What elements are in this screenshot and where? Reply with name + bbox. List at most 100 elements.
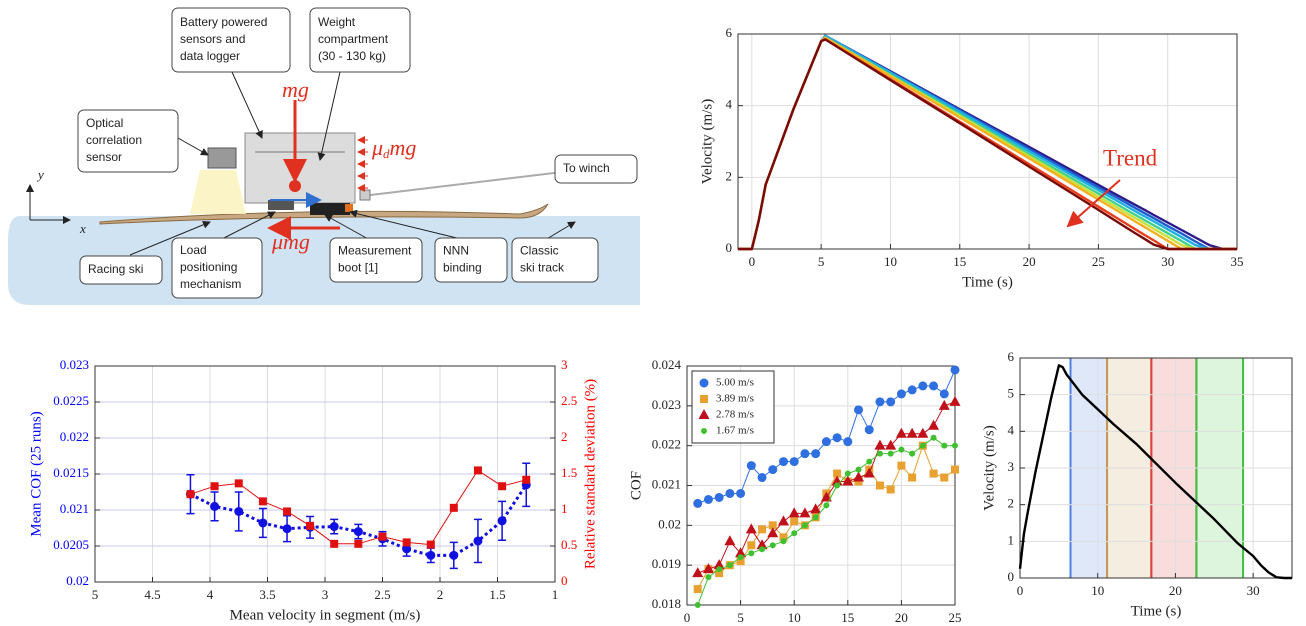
marker: [777, 515, 789, 526]
marker: [522, 475, 531, 484]
label-text: correlation: [86, 133, 142, 147]
marker: [757, 473, 767, 483]
marker: [449, 550, 459, 560]
y-tick-label: 0.022: [652, 437, 681, 452]
label-text: sensors and: [180, 32, 245, 46]
marker: [855, 466, 862, 473]
x-tick-label: 3.5: [259, 587, 275, 602]
label-text: binding: [443, 261, 482, 275]
x-tick-label: 5: [92, 587, 99, 602]
y-axis-title: Velocity (m/s): [981, 425, 997, 510]
plot-frame: [94, 365, 556, 583]
x-tick-label: 30: [1247, 583, 1260, 598]
drag-subscript: d: [383, 146, 390, 161]
marker: [378, 532, 387, 541]
y-tick-label: 0.023: [60, 357, 89, 372]
label-text: Battery powered: [180, 15, 267, 29]
marker: [875, 481, 884, 490]
y-tick-label: 0.021: [60, 501, 89, 516]
marker: [820, 491, 832, 502]
marker: [780, 538, 787, 545]
marker: [694, 602, 701, 608]
marker: [952, 442, 958, 449]
marker: [823, 502, 830, 509]
y-axis-title: COF: [628, 471, 644, 500]
marker: [919, 442, 926, 449]
label-text: Load: [180, 243, 207, 257]
marker: [699, 378, 709, 388]
marker: [864, 425, 874, 435]
marker: [715, 569, 724, 578]
marker: [810, 503, 822, 514]
y-axis-title: Mean COF (25 runs): [28, 411, 44, 536]
marker: [234, 506, 244, 516]
y2-tick-label: 2: [561, 429, 568, 444]
y-tick-label: 2: [1008, 496, 1015, 511]
y-tick-label: 0.023: [652, 397, 681, 412]
boot: [310, 203, 350, 215]
y-tick-label: 0: [1008, 569, 1015, 584]
marker: [768, 465, 778, 475]
marker: [853, 471, 865, 482]
marker: [234, 479, 243, 488]
y-tick-label: 5: [1008, 386, 1015, 401]
x-tick-label: 25: [1092, 254, 1105, 269]
marker: [210, 482, 219, 491]
marker: [843, 437, 853, 447]
marker: [767, 527, 779, 538]
marker: [812, 514, 819, 521]
marker: [938, 399, 950, 410]
marker: [747, 541, 756, 550]
x-axis-title: Mean velocity in segment (m/s): [230, 607, 421, 623]
marker: [473, 536, 483, 546]
optical-sensor: [207, 147, 237, 169]
marker: [788, 507, 800, 518]
x-tick-label: 0: [684, 610, 691, 625]
y-tick-label: 0.0215: [53, 465, 89, 480]
marker: [821, 437, 831, 447]
friction-label: μmg: [271, 229, 310, 254]
center-of-mass: [289, 180, 301, 192]
marker: [908, 473, 917, 482]
marker: [811, 449, 821, 459]
y-tick-label: 0.0205: [53, 537, 89, 552]
drag-arrows: [357, 136, 368, 192]
marker: [449, 503, 458, 512]
marker: [693, 498, 703, 508]
label-text: ski track: [520, 261, 565, 275]
x-tick-label: 15: [841, 610, 854, 625]
marker: [737, 554, 744, 561]
marker: [210, 501, 220, 511]
y-tick-label: 6: [726, 25, 733, 40]
marker: [895, 427, 907, 438]
y-tick-label: 0.02: [658, 516, 681, 531]
label-box: [79, 255, 163, 285]
marker: [759, 546, 766, 553]
marker: [941, 442, 948, 449]
y-tick-label: 4: [726, 97, 733, 112]
x-axis-title: Time (s): [1131, 603, 1182, 619]
y2-tick-label: 1.5: [561, 465, 577, 480]
label-text: Optical: [86, 116, 123, 130]
marker: [716, 566, 723, 573]
marker: [929, 381, 939, 391]
drag-symbol: μ: [371, 135, 383, 160]
label-box: [309, 7, 411, 73]
y-axis-label: y: [36, 167, 44, 182]
marker: [886, 485, 895, 494]
plot-frame: [686, 365, 956, 606]
label-text: Classic: [520, 244, 559, 258]
marker: [790, 517, 799, 526]
marker: [866, 458, 873, 465]
marker: [898, 446, 905, 453]
marker: [426, 540, 435, 549]
marker: [700, 395, 708, 403]
marker: [329, 522, 339, 532]
marker: [885, 439, 897, 450]
marker: [778, 457, 788, 467]
marker: [789, 457, 799, 467]
marker: [354, 539, 363, 548]
x-tick-label: 1: [552, 587, 559, 602]
marker: [705, 574, 712, 581]
marker: [258, 497, 267, 506]
